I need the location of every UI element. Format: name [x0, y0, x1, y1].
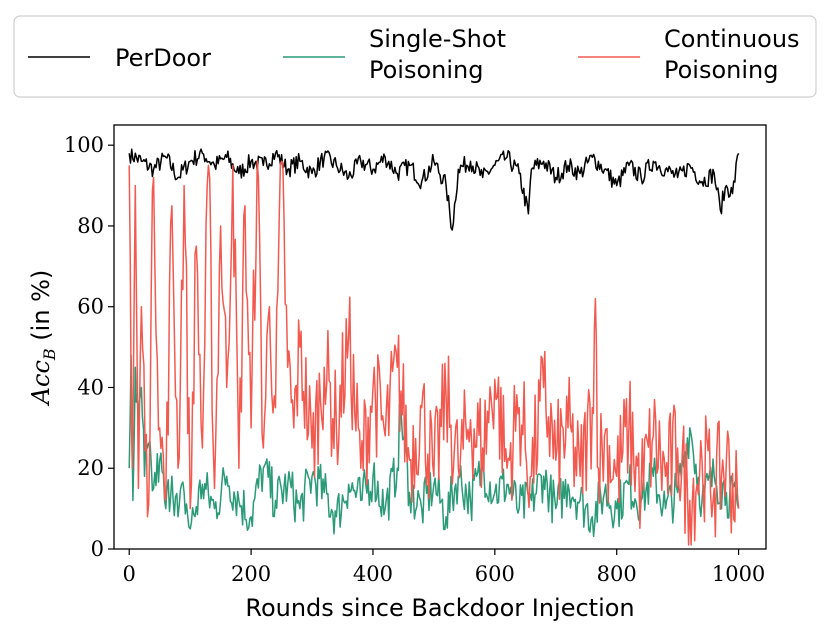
y-axis-label: AccB (in %)	[27, 270, 59, 407]
x-tick-label: 200	[231, 562, 271, 586]
y-axis: 0 20 40 60 80 100	[64, 133, 114, 561]
y-axis-label-italic: Acc	[27, 360, 55, 406]
y-tick-label: 0	[91, 537, 104, 561]
x-axis-label: Rounds since Backdoor Injection	[245, 594, 634, 622]
series-line-continuous-poisoning	[128, 160, 740, 546]
series-line-perdoor	[128, 148, 740, 231]
series-layer	[128, 148, 740, 546]
legend: PerDoor Single-Shot Poisoning Continuous…	[13, 15, 817, 98]
x-tick-label: 800	[597, 562, 637, 586]
x-tick-label: 600	[475, 562, 515, 586]
y-tick-label: 80	[77, 214, 104, 238]
plot-frame	[113, 124, 767, 550]
series-line-single-shot-poisoning	[128, 354, 740, 538]
x-tick-label: 1000	[712, 562, 765, 586]
y-tick-label: 40	[77, 375, 104, 399]
y-axis-label-subscript: B	[40, 348, 59, 361]
legend-label-single-shot: Single-Shot Poisoning	[369, 25, 514, 84]
x-tick-label: 400	[353, 562, 393, 586]
y-tick-label: 20	[77, 456, 104, 480]
y-tick-label: 100	[64, 133, 104, 157]
y-axis-label-rest: (in %)	[27, 270, 55, 349]
x-tick-label: 0	[123, 562, 136, 586]
y-tick-label: 60	[77, 295, 104, 319]
legend-label-continuous: Continuous Poisoning	[664, 25, 807, 84]
legend-label-perdoor: PerDoor	[115, 44, 211, 72]
x-axis: 0 200 400 600 800 1000	[123, 549, 765, 586]
legend-box	[13, 15, 817, 98]
